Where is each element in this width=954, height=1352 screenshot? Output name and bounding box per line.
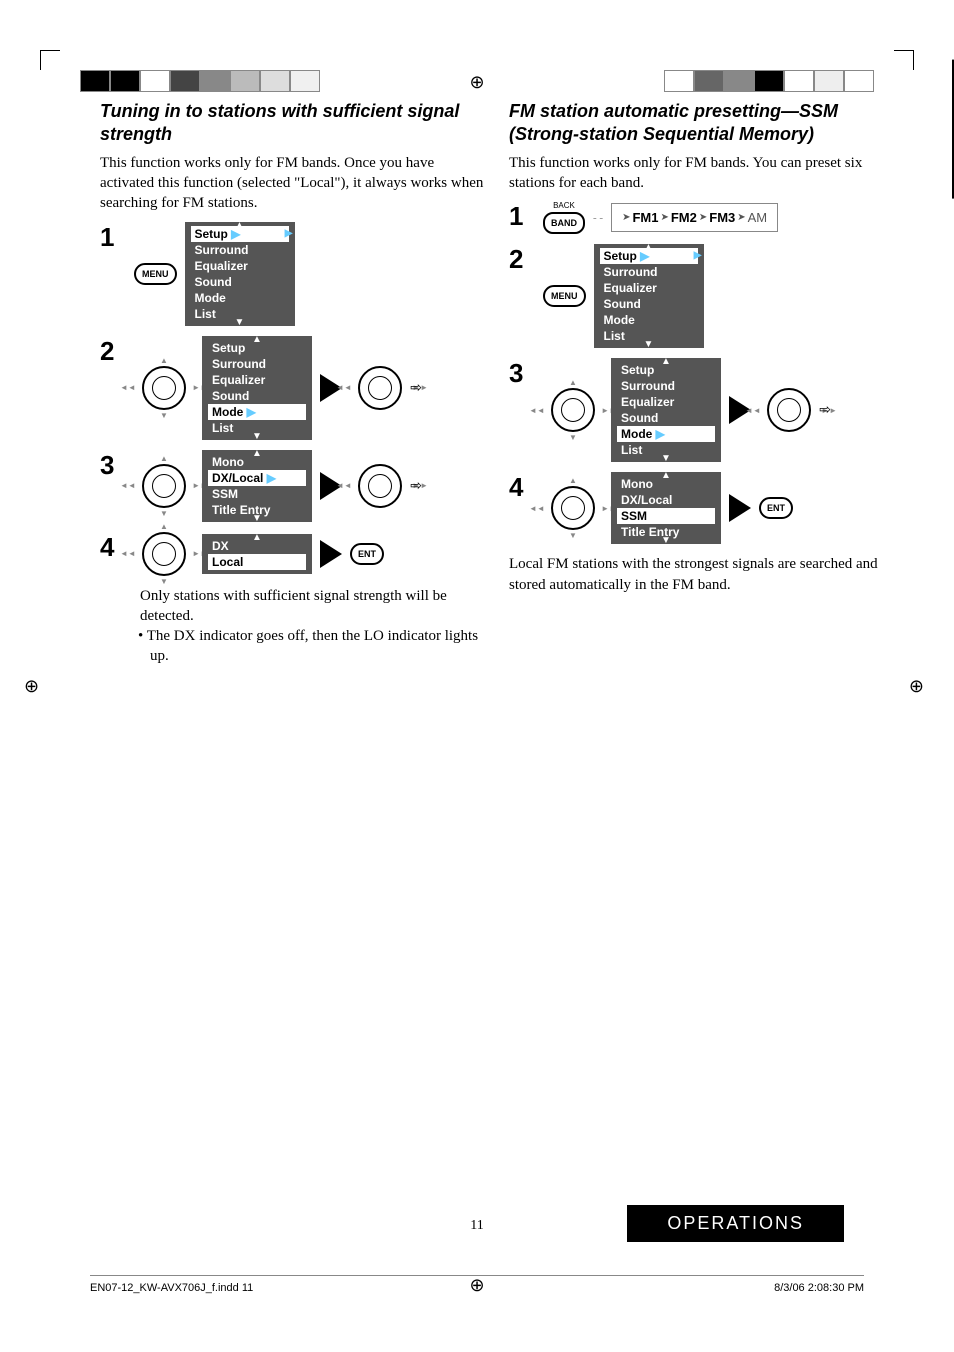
menu-item: Surround — [617, 378, 715, 394]
menu-item: Sound — [208, 388, 306, 404]
registration-mark-icon: ⊕ — [24, 676, 39, 697]
menu-button[interactable]: MENU — [134, 263, 177, 285]
band-label: FM3 — [709, 210, 735, 225]
menu-list: ▲▼ MonoDX/LocalSSMTitle Entry — [611, 472, 721, 544]
registration-mark-icon: ⊕ — [469, 72, 484, 93]
menu-list: ▲▼ MonoDX/Local ▶SSMTitle Entry — [202, 450, 312, 522]
registration-mark-icon: ⊕ — [909, 676, 924, 697]
color-bar — [664, 70, 874, 92]
dial-push[interactable]: ◄◄ ►► ⇨ — [350, 366, 410, 410]
menu-item: Equalizer — [191, 258, 289, 274]
bullet-text: • The DX indicator goes off, then the LO… — [150, 626, 485, 667]
step-number: 3 — [100, 450, 128, 481]
section-title: Tuning in to stations with sufficient si… — [100, 100, 485, 147]
menu-item: DX/Local — [617, 492, 715, 508]
step-number: 3 — [509, 358, 537, 389]
band-button[interactable]: BAND — [543, 212, 585, 234]
page-content: Tuning in to stations with sufficient si… — [100, 100, 894, 1252]
title-text: FM station automatic presetting—SSM (Str… — [509, 100, 888, 147]
step-number: 2 — [509, 244, 537, 275]
menu-item: Surround — [600, 264, 698, 280]
print-marks: ⊕ — [0, 30, 954, 70]
menu-item: Equalizer — [208, 372, 306, 388]
section-title: FM station automatic presetting—SSM (Str… — [509, 100, 894, 147]
menu-item: SSM — [617, 508, 715, 524]
crop-mark — [40, 50, 60, 70]
step-number: 1 — [100, 222, 128, 253]
menu-item: Mode — [600, 312, 698, 328]
step-1: 1 MENU ▲▼▶ Setup ▶SurroundEqualizerSound… — [100, 222, 485, 326]
menu-item: Mode ▶ — [208, 404, 306, 420]
menu-list: ▲ DXLocal — [202, 534, 312, 574]
dial-push[interactable]: ◄◄ ►► ⇨ — [759, 388, 819, 432]
bullet-content: The DX indicator goes off, then the LO i… — [147, 628, 478, 664]
step-4: 4 ▲ ▼ ◄◄ ►► ▲▼ MonoDX/LocalSSMTitle Entr… — [509, 472, 894, 544]
ent-button[interactable]: ENT — [350, 543, 384, 565]
menu-item: Surround — [191, 242, 289, 258]
menu-list: ▲▼ SetupSurroundEqualizerSoundMode ▶List — [202, 336, 312, 440]
dial-push[interactable]: ◄◄ ►► ⇨ — [350, 464, 410, 508]
dial-control[interactable]: ▲ ▼ ◄◄ ►► — [543, 388, 603, 432]
menu-button[interactable]: MENU — [543, 285, 586, 307]
ent-button[interactable]: ENT — [759, 497, 793, 519]
registration-mark-icon: ⊕ — [469, 1275, 484, 1296]
menu-item: Mode ▶ — [617, 426, 715, 442]
menu-item: DX/Local ▶ — [208, 470, 306, 486]
menu-item: Local — [208, 554, 306, 570]
step-number: 4 — [509, 472, 537, 503]
band-label: AM — [748, 210, 768, 225]
crop-mark — [894, 50, 914, 70]
menu-list: ▲▼ SetupSurroundEqualizerSoundMode ▶List — [611, 358, 721, 462]
file-name: EN07-12_KW-AVX706J_f.indd 11 — [90, 1282, 253, 1294]
menu-item: Mode — [191, 290, 289, 306]
menu-list: ▲▼▶ Setup ▶SurroundEqualizerSoundModeLis… — [185, 222, 295, 326]
step-number: 1 — [509, 201, 537, 232]
note-text: Only stations with sufficient signal str… — [140, 586, 485, 627]
menu-item: Sound — [617, 410, 715, 426]
operations-footer: OPERATIONS — [627, 1205, 844, 1242]
step-2: 2 MENU ▲▼▶ Setup ▶SurroundEqualizerSound… — [509, 244, 894, 348]
band-button-group: BACK BAND — [543, 201, 585, 234]
step-3: 3 ▲ ▼ ◄◄ ►► ▲▼ SetupSurroundEqualizerSou… — [509, 358, 894, 462]
dial-control[interactable]: ▲ ▼ ◄◄ ►► — [134, 366, 194, 410]
arrow-right-icon — [729, 494, 751, 522]
step-number: 2 — [100, 336, 128, 367]
color-bar — [80, 70, 320, 92]
menu-item: Sound — [191, 274, 289, 290]
left-column: Tuning in to stations with sufficient si… — [100, 100, 485, 667]
menu-item: Equalizer — [617, 394, 715, 410]
step-3: 3 ▲ ▼ ◄◄ ►► ▲▼ MonoDX/Local ▶SSMTitle En… — [100, 450, 485, 522]
timestamp: 8/3/06 2:08:30 PM — [774, 1282, 864, 1294]
band-label: FM2 — [671, 210, 697, 225]
band-sequence: ➤FM1➤FM2➤FM3➤AM — [611, 203, 778, 232]
back-label: BACK — [553, 201, 575, 210]
right-column: FM station automatic presetting—SSM (Str… — [509, 100, 894, 667]
intro-text: This function works only for FM bands. Y… — [509, 153, 894, 194]
menu-item: Surround — [208, 356, 306, 372]
note-text: Local FM stations with the strongest sig… — [509, 554, 894, 595]
step-2: 2 ▲ ▼ ◄◄ ►► ▲▼ SetupSurroundEqualizerSou… — [100, 336, 485, 440]
step-1: 1 BACK BAND - - ➤FM1➤FM2➤FM3➤AM — [509, 201, 894, 234]
dial-control[interactable]: ▲ ▼ ◄◄ ►► — [134, 464, 194, 508]
menu-item: Sound — [600, 296, 698, 312]
intro-text: This function works only for FM bands. O… — [100, 153, 485, 214]
arrow-right-icon — [320, 540, 342, 568]
dash: - - — [593, 212, 603, 224]
menu-item: SSM — [208, 486, 306, 502]
dial-control[interactable]: ▲ ▼ ◄◄ ►► — [134, 532, 194, 576]
menu-item: Equalizer — [600, 280, 698, 296]
page-number: 11 — [470, 1218, 483, 1234]
step-4: 4 ▲ ▼ ◄◄ ►► ▲ DXLocal ENT — [100, 532, 485, 576]
title-text: Tuning in to stations with sufficient si… — [100, 100, 479, 147]
band-label: FM1 — [632, 210, 658, 225]
dial-control[interactable]: ▲ ▼ ◄◄ ►► — [543, 486, 603, 530]
menu-list: ▲▼▶ Setup ▶SurroundEqualizerSoundModeLis… — [594, 244, 704, 348]
